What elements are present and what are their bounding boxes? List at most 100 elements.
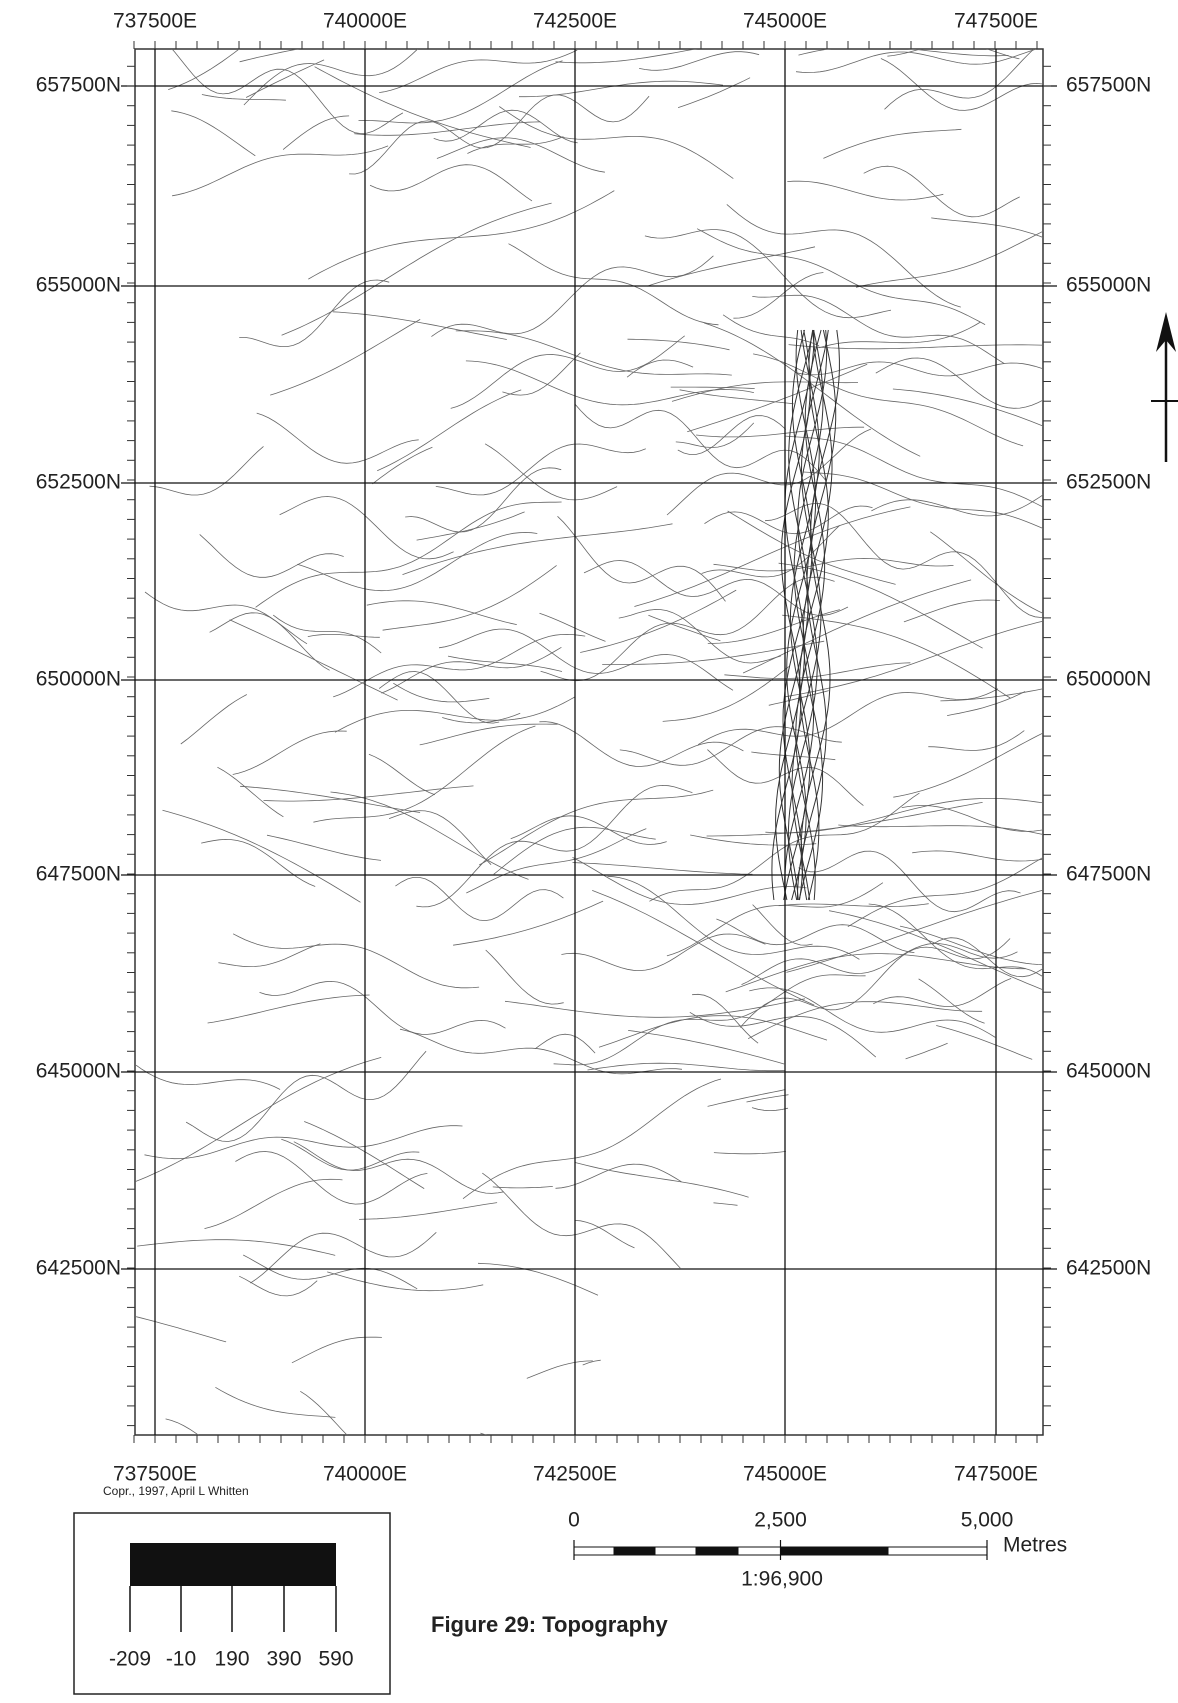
contour bbox=[431, 255, 714, 337]
contour bbox=[282, 115, 350, 150]
scale-label: 2,500 bbox=[754, 1509, 807, 1532]
contour bbox=[450, 335, 685, 409]
contour bbox=[168, 49, 240, 90]
contour bbox=[135, 1064, 281, 1090]
contour bbox=[369, 164, 533, 202]
contour bbox=[447, 655, 563, 672]
contour bbox=[716, 918, 915, 953]
northing-label: 645000N bbox=[1066, 1060, 1151, 1083]
contour bbox=[185, 1050, 427, 1142]
contour bbox=[794, 361, 1043, 377]
contour bbox=[377, 389, 522, 472]
frame-ticks bbox=[127, 41, 1051, 1443]
contour bbox=[838, 824, 1043, 835]
contour bbox=[574, 1220, 635, 1249]
contour bbox=[508, 243, 719, 326]
contour bbox=[692, 993, 759, 1044]
contour bbox=[747, 1001, 983, 1040]
contour bbox=[741, 942, 1018, 985]
scale-label: 5,000 bbox=[961, 1509, 1014, 1532]
contour bbox=[293, 1141, 504, 1194]
contour bbox=[332, 311, 507, 340]
northing-label: 650000N bbox=[1066, 668, 1151, 691]
contour bbox=[751, 1107, 789, 1112]
contour bbox=[662, 666, 789, 722]
coordinate-grid bbox=[121, 49, 1057, 1435]
contour bbox=[690, 834, 817, 846]
contour bbox=[706, 802, 983, 837]
contour bbox=[136, 1316, 227, 1343]
contour bbox=[947, 691, 1026, 716]
scale-label: 0 bbox=[568, 1509, 580, 1532]
contour bbox=[297, 532, 538, 592]
contour bbox=[199, 534, 344, 578]
contour bbox=[526, 1360, 593, 1379]
contour bbox=[932, 937, 1043, 978]
contour bbox=[180, 694, 247, 745]
contour bbox=[405, 467, 562, 533]
contour bbox=[726, 204, 961, 308]
legend-box bbox=[73, 1512, 391, 1695]
contour bbox=[499, 106, 734, 179]
contour bbox=[395, 877, 564, 922]
contour bbox=[435, 443, 646, 496]
contour bbox=[787, 180, 944, 201]
escarpment bbox=[784, 329, 824, 901]
contour bbox=[402, 523, 673, 575]
contour bbox=[803, 471, 1043, 529]
contour bbox=[778, 903, 929, 908]
contour bbox=[453, 900, 604, 946]
contour bbox=[291, 1336, 382, 1364]
easting-label: 737500E bbox=[113, 1463, 197, 1486]
northing-label: 647500N bbox=[1066, 863, 1151, 886]
contour bbox=[381, 646, 562, 694]
legend-ticks: -209 -10 190 390 590 bbox=[109, 1586, 354, 1671]
contour bbox=[313, 725, 536, 823]
contour bbox=[239, 1275, 318, 1297]
contour bbox=[358, 60, 563, 124]
easting-label: 737500E bbox=[113, 10, 197, 33]
contour bbox=[689, 1011, 877, 1058]
easting-label: 742500E bbox=[533, 1463, 617, 1486]
contour bbox=[863, 165, 1020, 218]
contour bbox=[602, 640, 825, 665]
contour bbox=[561, 933, 766, 972]
contour bbox=[333, 633, 586, 698]
contour bbox=[899, 925, 1043, 966]
contour bbox=[572, 857, 807, 905]
contour bbox=[618, 609, 781, 664]
contour bbox=[465, 360, 754, 406]
northing-label: 657500N bbox=[1066, 74, 1151, 97]
escarpment bbox=[791, 329, 829, 901]
escarpment bbox=[800, 329, 840, 901]
contour bbox=[875, 357, 1043, 409]
northing-label: 650000N bbox=[36, 668, 121, 691]
contour bbox=[239, 279, 390, 347]
contour bbox=[782, 614, 1011, 699]
contour bbox=[587, 1062, 786, 1072]
contour bbox=[300, 1390, 348, 1435]
contour bbox=[892, 388, 1043, 427]
contour bbox=[753, 353, 1024, 447]
contour bbox=[823, 128, 962, 159]
contour bbox=[171, 110, 256, 157]
contour bbox=[393, 682, 490, 703]
scale-unit: Metres bbox=[1003, 1534, 1067, 1557]
contour bbox=[334, 696, 576, 733]
scale-segment bbox=[737, 1546, 781, 1556]
contour bbox=[482, 1172, 681, 1269]
contour bbox=[582, 1359, 601, 1366]
contour bbox=[235, 1151, 428, 1205]
contour bbox=[455, 330, 732, 376]
contour bbox=[893, 732, 1043, 798]
contour bbox=[416, 511, 525, 541]
contour bbox=[240, 785, 421, 813]
contour bbox=[399, 1028, 683, 1075]
legend-label: 190 bbox=[214, 1648, 249, 1671]
contour bbox=[504, 998, 806, 1018]
contour bbox=[704, 322, 921, 457]
contour bbox=[207, 994, 370, 1024]
scale-bar: 0 2,500 5,000 bbox=[568, 1509, 1013, 1560]
contour bbox=[382, 565, 557, 631]
